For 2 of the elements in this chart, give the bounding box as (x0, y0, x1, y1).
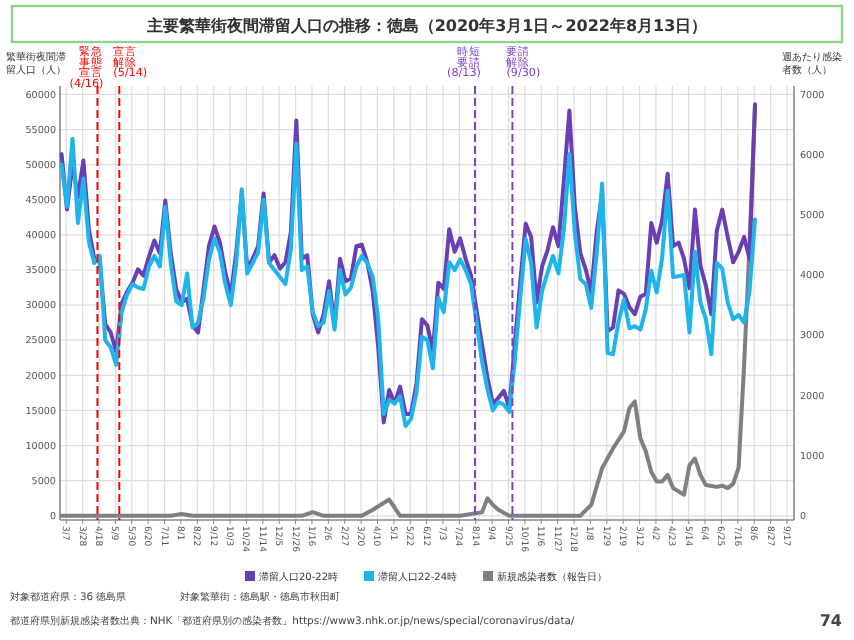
chart-title: 主要繁華街夜間滞留人口の推移：徳島（2020年3月1日～2022年8月13日） (144, 15, 708, 35)
text: 74 (819, 612, 843, 630)
